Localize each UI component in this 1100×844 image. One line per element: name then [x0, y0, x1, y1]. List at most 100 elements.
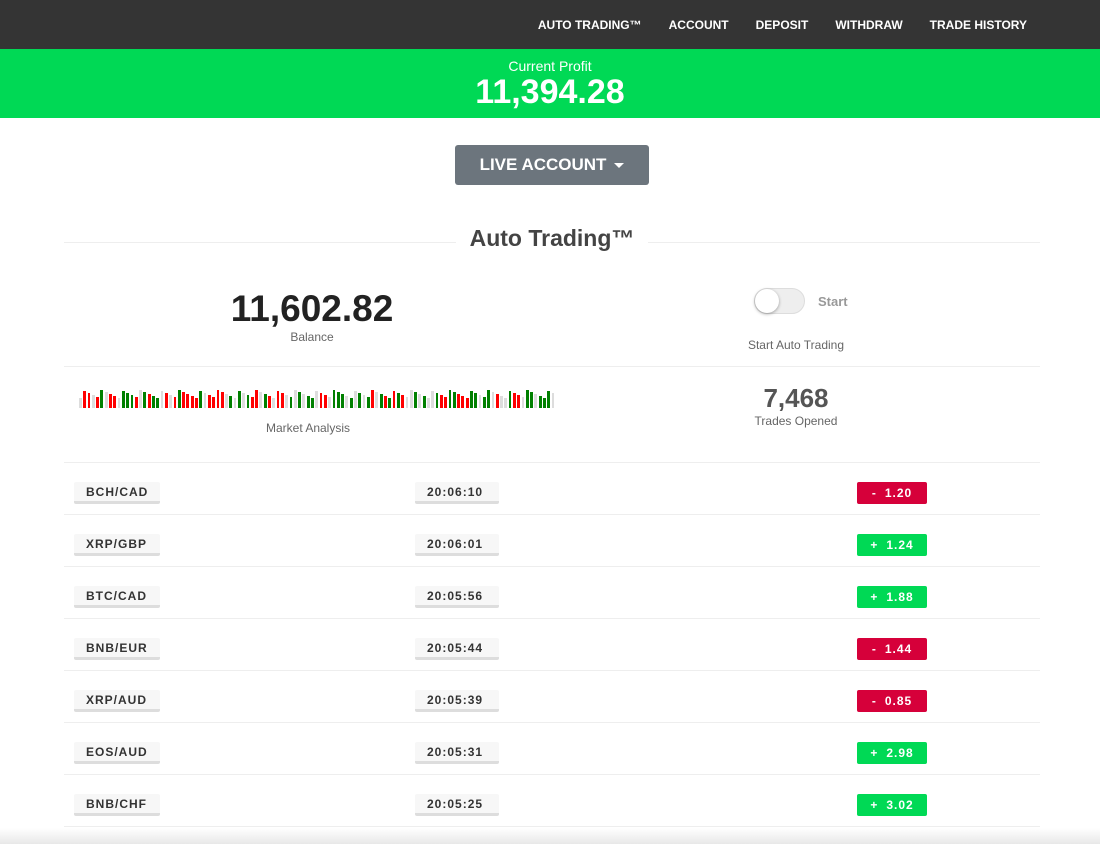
market-bar: [392, 391, 396, 408]
market-bar: [336, 392, 340, 408]
market-bar: [491, 392, 495, 408]
market-bar: [121, 391, 125, 408]
market-bar: [504, 398, 508, 408]
market-bar: [139, 390, 142, 408]
toggle-caption: Start Auto Trading: [747, 338, 845, 352]
market-bar: [448, 390, 452, 408]
market-bar: [388, 398, 392, 408]
market-bar: [319, 393, 323, 408]
toggle-knob: [755, 289, 779, 313]
market-bar: [250, 397, 254, 408]
market-bar: [177, 390, 181, 408]
market-bar: [164, 393, 168, 408]
market-bar: [229, 396, 233, 408]
change-badge: +3.02: [857, 794, 927, 816]
market-bar: [207, 395, 211, 408]
change-sign: +: [870, 798, 879, 812]
change-sign: +: [870, 746, 879, 760]
market-bar: [414, 392, 417, 408]
market-bar: [375, 392, 379, 408]
market-bar: [538, 396, 542, 408]
market-analysis-bars: [79, 390, 555, 408]
change-sign: -: [871, 642, 877, 656]
time-badge: 20:05:31: [415, 742, 499, 764]
change-badge: -0.85: [857, 690, 927, 712]
market-bar: [474, 393, 478, 408]
nav-deposit[interactable]: DEPOSIT: [755, 17, 809, 32]
change-amount: 3.02: [886, 798, 914, 812]
market-bar: [508, 391, 512, 408]
time-badge: 20:05:39: [415, 690, 499, 712]
pair-badge: XRP/GBP: [74, 534, 160, 556]
market-bar: [315, 391, 319, 408]
market-bar: [203, 393, 207, 408]
trade-row: EOS/AUD 20:05:31 +2.98: [64, 723, 1040, 775]
market-bar: [328, 397, 332, 408]
nav-trade-history[interactable]: TRADE HISTORY: [929, 17, 1027, 32]
market-bar: [427, 398, 430, 408]
market-bar: [358, 393, 362, 408]
market-bar: [465, 398, 469, 408]
nav-account[interactable]: ACCOUNT: [668, 17, 729, 32]
trade-row: BCH/CAD 20:06:10 -1.20: [64, 463, 1040, 515]
change-amount: 1.44: [884, 642, 913, 656]
market-bar: [543, 398, 546, 408]
market-bar: [482, 397, 486, 408]
market-bar: [237, 391, 241, 408]
nav-auto-trading[interactable]: AUTO TRADING™: [537, 17, 642, 32]
market-bar: [91, 395, 95, 408]
market-bar: [233, 398, 237, 408]
time-badge: 20:05:25: [415, 794, 499, 816]
pair-badge: BNB/EUR: [74, 638, 160, 660]
market-bar: [487, 390, 490, 408]
account-dropdown-button[interactable]: LIVE ACCOUNT: [455, 145, 649, 185]
market-bar: [349, 398, 353, 408]
change-sign: -: [871, 486, 877, 500]
bottom-shadow: [0, 828, 1100, 844]
market-bar: [220, 392, 224, 408]
market-bar: [134, 397, 138, 408]
market-bar: [147, 394, 151, 408]
market-bar: [354, 391, 357, 408]
market-bar: [431, 391, 435, 408]
pair-badge: BNB/CHF: [74, 794, 160, 816]
market-bar: [268, 396, 271, 408]
change-amount: 1.20: [884, 486, 913, 500]
auto-trading-toggle[interactable]: [754, 288, 805, 314]
change-badge: +1.24: [857, 534, 927, 556]
nav-withdraw[interactable]: WITHDRAW: [835, 17, 903, 32]
market-bar: [547, 391, 551, 408]
toggle-label: Start: [818, 294, 848, 309]
market-bar: [79, 398, 82, 408]
market-bar: [289, 397, 293, 408]
profit-label: Current Profit: [508, 58, 592, 74]
market-bar: [551, 393, 555, 408]
market-bar: [379, 394, 383, 408]
pair-badge: XRP/AUD: [74, 690, 160, 712]
trade-row: XRP/AUD 20:05:39 -0.85: [64, 671, 1040, 723]
market-bar: [100, 390, 104, 408]
market-bar: [182, 392, 185, 408]
trades-value: 7,468: [763, 383, 829, 413]
market-bar: [190, 396, 194, 408]
market-bar: [130, 395, 134, 408]
market-bar: [272, 398, 276, 408]
market-bar: [323, 395, 327, 408]
market-bar: [173, 397, 177, 408]
market-bar: [409, 390, 413, 408]
market-bar: [495, 394, 499, 408]
market-analysis-label: Market Analysis: [265, 421, 351, 435]
change-amount: 0.85: [884, 694, 913, 708]
trades-label: Trades Opened: [754, 414, 838, 428]
time-badge: 20:06:10: [415, 482, 499, 504]
market-bar: [452, 392, 456, 408]
change-amount: 1.88: [886, 590, 914, 604]
market-bar: [530, 392, 533, 408]
change-amount: 2.98: [886, 746, 914, 760]
market-bar: [276, 391, 280, 408]
time-badge: 20:05:44: [415, 638, 499, 660]
change-badge: -1.20: [857, 482, 927, 504]
market-bar: [104, 392, 108, 408]
trade-row: BTC/CAD 20:05:56 +1.88: [64, 567, 1040, 619]
market-bar: [521, 397, 525, 408]
